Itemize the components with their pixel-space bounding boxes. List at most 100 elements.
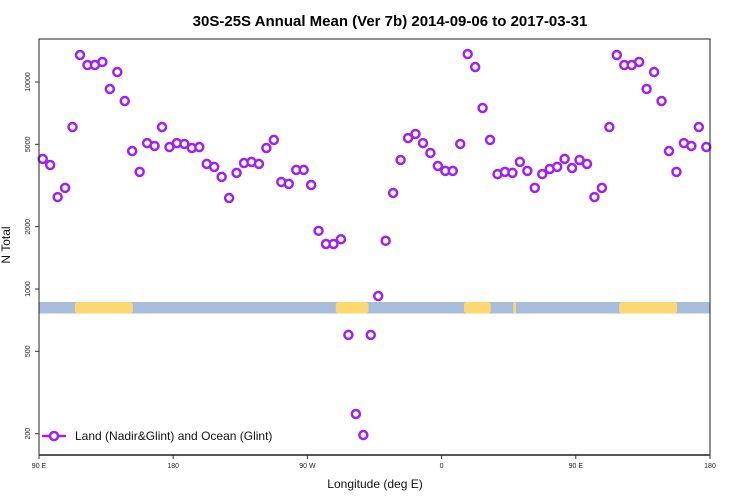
data-point xyxy=(44,159,56,171)
data-point xyxy=(104,83,116,95)
surface-type-band xyxy=(39,302,710,314)
data-point xyxy=(395,154,406,166)
data-point xyxy=(37,153,48,165)
x-tick-label: 90 W xyxy=(299,463,316,470)
data-point xyxy=(693,121,705,133)
data-point xyxy=(59,182,71,194)
data-point xyxy=(97,56,108,68)
data-point xyxy=(477,102,488,114)
data-point xyxy=(611,49,623,61)
data-point xyxy=(283,178,295,190)
data-point xyxy=(305,179,317,191)
land-segment xyxy=(463,302,491,314)
data-point xyxy=(335,233,347,245)
data-point xyxy=(216,171,227,183)
data-point xyxy=(633,56,645,68)
data-point xyxy=(156,121,168,133)
data-point xyxy=(522,165,533,177)
data-point xyxy=(149,140,160,152)
data-point xyxy=(298,164,309,176)
data-point xyxy=(671,166,682,178)
y-ticks: 200 500 1000 2000 5000 10000 xyxy=(25,72,39,440)
data-point xyxy=(134,166,145,178)
data-point xyxy=(179,138,190,150)
x-tick-label: 180 xyxy=(167,463,179,470)
data-point xyxy=(484,134,496,146)
data-point xyxy=(514,156,526,168)
data-point xyxy=(641,83,652,95)
land-segment xyxy=(74,302,133,314)
data-point xyxy=(447,165,459,177)
data-point xyxy=(67,121,78,133)
y-tick-label: 500 xyxy=(25,345,32,357)
data-point xyxy=(462,48,473,60)
x-tick-label: 90 E xyxy=(569,463,584,470)
data-point xyxy=(231,167,242,179)
y-axis-label: N Total xyxy=(0,226,13,263)
data-point xyxy=(74,49,86,61)
land-segment xyxy=(513,302,517,314)
data-point xyxy=(559,153,570,165)
data-point xyxy=(686,140,697,152)
data-point xyxy=(454,138,466,150)
y-tick-label: 5000 xyxy=(25,136,32,152)
data-point xyxy=(261,142,272,154)
x-tick-label: 0 xyxy=(440,463,444,470)
data-point xyxy=(589,191,600,203)
x-ticks: 90 E 180 90 W 0 90 E 180 xyxy=(32,455,716,470)
plot-frame xyxy=(38,38,711,456)
data-point xyxy=(410,128,421,140)
data-point xyxy=(380,235,391,247)
data-point xyxy=(350,408,362,420)
land-segment xyxy=(619,302,678,314)
data-point xyxy=(194,141,205,153)
data-point xyxy=(701,141,712,153)
data-point xyxy=(268,134,280,146)
data-point xyxy=(119,95,130,107)
data-point xyxy=(52,191,63,203)
x-tick-label: 90 E xyxy=(32,463,47,470)
data-point xyxy=(604,121,615,133)
y-tick-label: 2000 xyxy=(25,219,32,235)
data-point xyxy=(223,192,235,204)
data-point xyxy=(387,187,399,199)
chart-title: 30S-25S Annual Mean (Ver 7b) 2014-09-06 … xyxy=(193,13,588,30)
x-axis-label: Longitude (deg E) xyxy=(327,477,422,491)
data-point xyxy=(328,238,339,250)
data-point xyxy=(126,145,138,157)
data-point xyxy=(208,161,220,173)
data-point xyxy=(596,182,608,194)
data-point xyxy=(417,137,429,149)
legend-label: Land (Nadir&Glint) and Ocean (Glint) xyxy=(75,429,272,443)
data-point xyxy=(566,162,578,174)
y-tick-label: 1000 xyxy=(25,281,32,297)
data-point xyxy=(253,158,265,170)
data-point xyxy=(469,61,481,73)
data-point xyxy=(537,168,548,180)
x-tick-label: 180 xyxy=(704,463,716,470)
data-point xyxy=(402,132,414,144)
data-point xyxy=(529,182,541,194)
data-point xyxy=(343,329,354,341)
data-point xyxy=(112,66,123,78)
data-point xyxy=(507,167,518,179)
data-point xyxy=(551,161,563,173)
y-tick-label: 10000 xyxy=(25,72,32,92)
data-point xyxy=(313,225,324,237)
data-point xyxy=(365,329,377,341)
data-point xyxy=(656,95,667,107)
data-point xyxy=(581,158,593,170)
data-point xyxy=(663,145,675,157)
land-segment xyxy=(335,302,369,314)
data-point xyxy=(432,160,444,172)
data-point xyxy=(358,429,369,441)
data-point xyxy=(425,147,436,159)
data-points xyxy=(37,48,712,441)
ocean-band xyxy=(39,302,710,314)
data-point xyxy=(164,141,175,153)
legend: Land (Nadir&Glint) and Ocean (Glint) xyxy=(42,429,272,443)
y-tick-label: 200 xyxy=(25,428,32,440)
legend-marker xyxy=(48,430,60,442)
data-point xyxy=(372,290,384,302)
